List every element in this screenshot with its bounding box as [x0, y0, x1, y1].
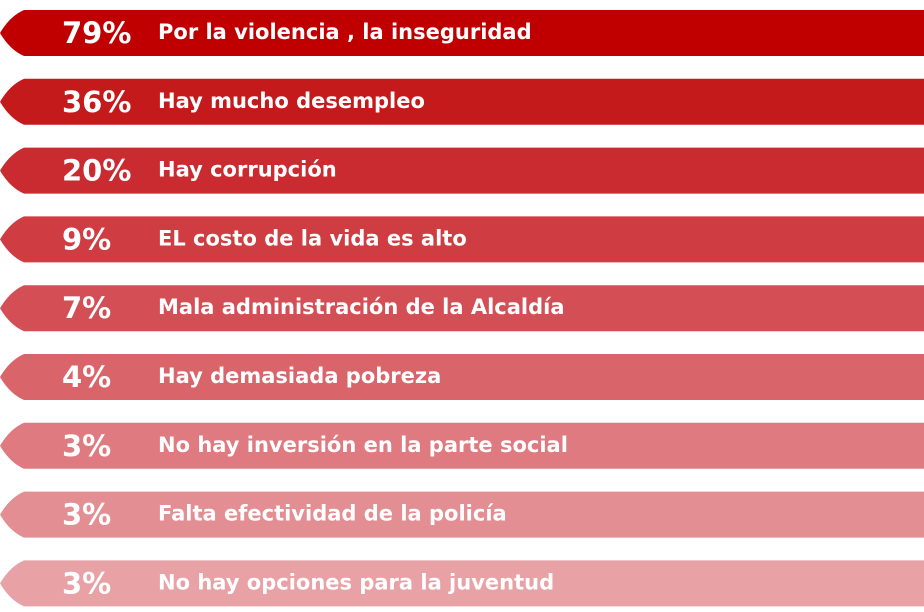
label: Hay demasiada pobreza — [158, 364, 441, 388]
label: Mala administración de la Alcaldía — [158, 295, 565, 319]
percent: 36% — [62, 85, 131, 119]
percent: 3% — [62, 429, 111, 463]
banner — [0, 491, 924, 538]
banner — [0, 78, 924, 125]
label: Hay mucho desempleo — [158, 89, 425, 113]
banner — [0, 354, 924, 400]
banner — [0, 147, 924, 194]
label: Falta efectividad de la policía — [158, 502, 507, 526]
label: No hay opciones para la juventud — [158, 570, 554, 594]
banner — [0, 560, 924, 607]
percent: 20% — [62, 154, 131, 188]
banner — [0, 422, 924, 469]
banner — [0, 216, 924, 263]
percent: 4% — [62, 360, 111, 394]
percent: 3% — [62, 566, 111, 600]
banner — [0, 10, 924, 56]
percent: 7% — [62, 291, 111, 325]
label: EL costo de la vida es alto — [158, 226, 467, 250]
label: No hay inversión en la parte social — [158, 433, 568, 457]
percent: 79% — [62, 16, 131, 50]
banner — [0, 285, 924, 332]
percent: 3% — [62, 498, 111, 532]
percent: 9% — [62, 222, 111, 256]
label: Por la violencia , la inseguridad — [158, 20, 532, 44]
label: Hay corrupción — [158, 158, 337, 182]
